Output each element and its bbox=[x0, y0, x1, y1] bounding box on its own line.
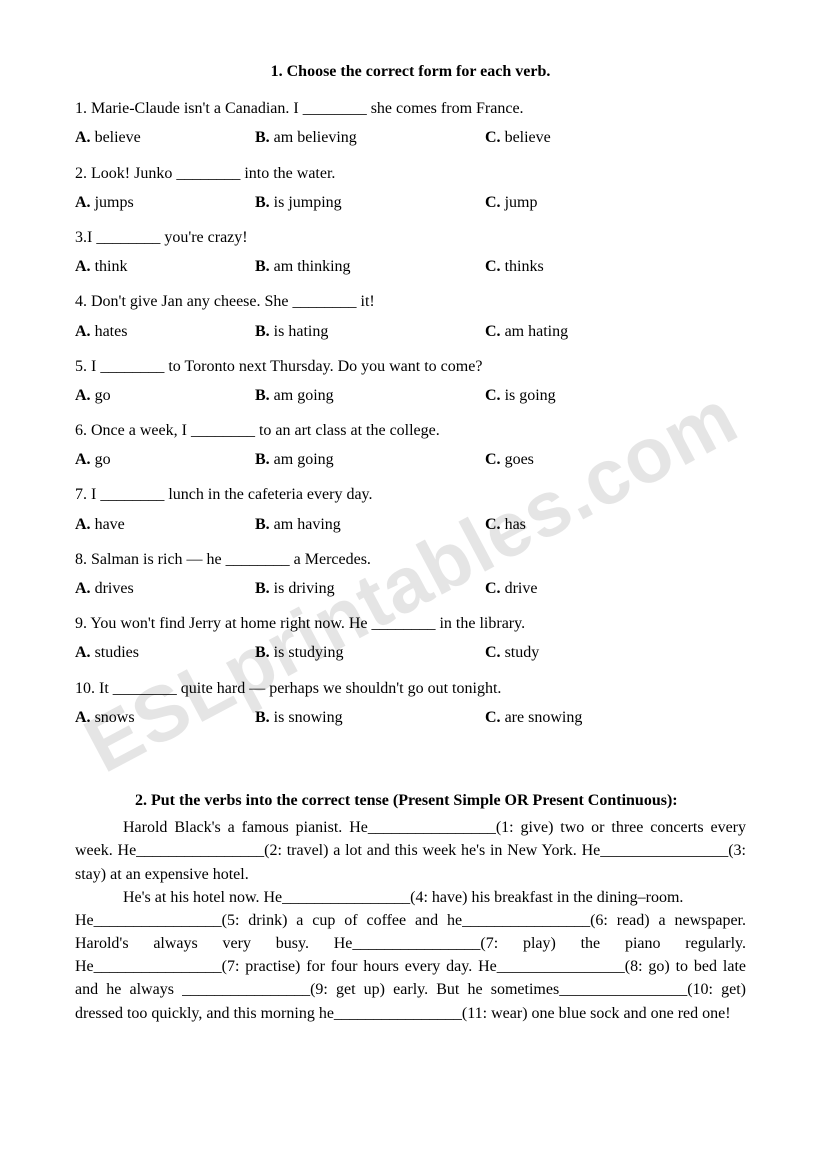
option-a: A. think bbox=[75, 255, 255, 278]
option-letter: C. bbox=[485, 516, 501, 533]
question-text: 5. I ________ to Toronto next Thursday. … bbox=[75, 355, 746, 378]
section2-p1: Harold Black's a famous pianist. He_____… bbox=[75, 816, 746, 886]
questions-container: 1. Marie-Claude isn't a Canadian. I ____… bbox=[75, 97, 746, 729]
option-a: A. have bbox=[75, 513, 255, 536]
option-letter: A. bbox=[75, 709, 91, 726]
option-letter: A. bbox=[75, 516, 91, 533]
options-row: A. snowsB. is snowingC. are snowing bbox=[75, 706, 746, 729]
option-letter: A. bbox=[75, 258, 91, 275]
question-text: 3.I ________ you're crazy! bbox=[75, 226, 746, 249]
options-row: A. drivesB. is drivingC. drive bbox=[75, 577, 746, 600]
options-row: A. believeB. am believingC. believe bbox=[75, 126, 746, 149]
option-letter: A. bbox=[75, 323, 91, 340]
option-letter: C. bbox=[485, 644, 501, 661]
option-c: C. believe bbox=[485, 126, 746, 149]
option-letter: C. bbox=[485, 451, 501, 468]
question-text: 10. It ________ quite hard — perhaps we … bbox=[75, 677, 746, 700]
option-letter: B. bbox=[255, 323, 270, 340]
option-c: C. are snowing bbox=[485, 706, 746, 729]
option-b: B. is studying bbox=[255, 641, 485, 664]
option-letter: B. bbox=[255, 194, 270, 211]
option-letter: A. bbox=[75, 451, 91, 468]
option-c: C. drive bbox=[485, 577, 746, 600]
option-b: B. is driving bbox=[255, 577, 485, 600]
option-b: B. am having bbox=[255, 513, 485, 536]
option-letter: C. bbox=[485, 387, 501, 404]
option-letter: A. bbox=[75, 580, 91, 597]
option-letter: B. bbox=[255, 516, 270, 533]
option-c: C. am hating bbox=[485, 320, 746, 343]
option-a: A. go bbox=[75, 448, 255, 471]
option-letter: B. bbox=[255, 258, 270, 275]
option-letter: B. bbox=[255, 580, 270, 597]
section2-title: 2. Put the verbs into the correct tense … bbox=[75, 789, 746, 812]
option-letter: A. bbox=[75, 644, 91, 661]
option-letter: B. bbox=[255, 451, 270, 468]
option-letter: A. bbox=[75, 387, 91, 404]
options-row: A. hatesB. is hatingC. am hating bbox=[75, 320, 746, 343]
option-letter: B. bbox=[255, 387, 270, 404]
question-text: 4. Don't give Jan any cheese. She ______… bbox=[75, 290, 746, 313]
option-letter: A. bbox=[75, 194, 91, 211]
option-b: B. is hating bbox=[255, 320, 485, 343]
option-b: B. am going bbox=[255, 384, 485, 407]
option-c: C. is going bbox=[485, 384, 746, 407]
options-row: A. haveB. am havingC. has bbox=[75, 513, 746, 536]
option-b: B. am thinking bbox=[255, 255, 485, 278]
option-b: B. am going bbox=[255, 448, 485, 471]
option-c: C. goes bbox=[485, 448, 746, 471]
option-c: C. has bbox=[485, 513, 746, 536]
option-letter: C. bbox=[485, 709, 501, 726]
option-letter: B. bbox=[255, 129, 270, 146]
option-letter: C. bbox=[485, 580, 501, 597]
option-letter: B. bbox=[255, 709, 270, 726]
options-row: A. goB. am goingC. is going bbox=[75, 384, 746, 407]
section2-p3: He________________(5: drink) a cup of co… bbox=[75, 909, 746, 1025]
option-a: A. drives bbox=[75, 577, 255, 600]
options-row: A. jumpsB. is jumpingC. jump bbox=[75, 191, 746, 214]
options-row: A. studiesB. is studyingC. study bbox=[75, 641, 746, 664]
option-a: A. believe bbox=[75, 126, 255, 149]
options-row: A. thinkB. am thinkingC. thinks bbox=[75, 255, 746, 278]
option-letter: A. bbox=[75, 129, 91, 146]
question-text: 9. You won't find Jerry at home right no… bbox=[75, 612, 746, 635]
option-c: C. study bbox=[485, 641, 746, 664]
option-b: B. is snowing bbox=[255, 706, 485, 729]
option-a: A. go bbox=[75, 384, 255, 407]
option-b: B. is jumping bbox=[255, 191, 485, 214]
section1-title: 1. Choose the correct form for each verb… bbox=[75, 60, 746, 83]
option-letter: B. bbox=[255, 644, 270, 661]
option-letter: C. bbox=[485, 323, 501, 340]
option-c: C. thinks bbox=[485, 255, 746, 278]
option-a: A. studies bbox=[75, 641, 255, 664]
option-a: A. jumps bbox=[75, 191, 255, 214]
option-letter: C. bbox=[485, 129, 501, 146]
option-a: A. hates bbox=[75, 320, 255, 343]
question-text: 8. Salman is rich — he ________ a Merced… bbox=[75, 548, 746, 571]
option-c: C. jump bbox=[485, 191, 746, 214]
option-a: A. snows bbox=[75, 706, 255, 729]
option-letter: C. bbox=[485, 194, 501, 211]
section2-p2: He's at his hotel now. He_______________… bbox=[75, 886, 746, 909]
question-text: 1. Marie-Claude isn't a Canadian. I ____… bbox=[75, 97, 746, 120]
question-text: 2. Look! Junko ________ into the water. bbox=[75, 162, 746, 185]
question-text: 6. Once a week, I ________ to an art cla… bbox=[75, 419, 746, 442]
options-row: A. goB. am goingC. goes bbox=[75, 448, 746, 471]
question-text: 7. I ________ lunch in the cafeteria eve… bbox=[75, 483, 746, 506]
option-b: B. am believing bbox=[255, 126, 485, 149]
option-letter: C. bbox=[485, 258, 501, 275]
